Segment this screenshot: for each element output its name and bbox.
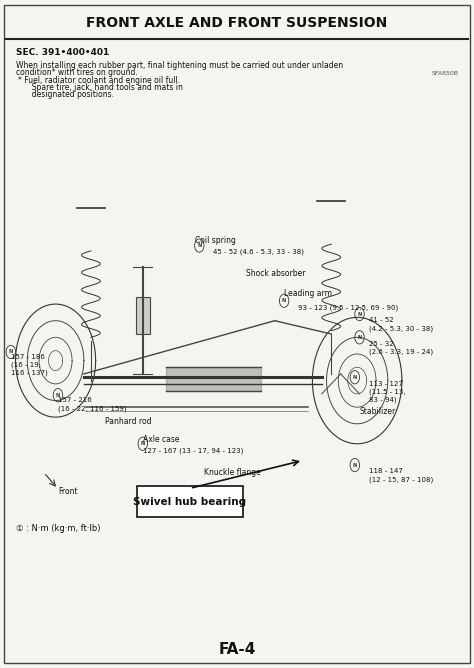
Text: N: N bbox=[357, 335, 362, 340]
Text: N: N bbox=[282, 298, 286, 303]
Text: condition* with tires on ground.: condition* with tires on ground. bbox=[16, 68, 137, 77]
Text: Swivel hub bearing: Swivel hub bearing bbox=[133, 496, 246, 506]
Text: ① : N·m (kg·m, ft·lb): ① : N·m (kg·m, ft·lb) bbox=[16, 524, 100, 532]
Text: (4.2 - 5.3, 30 - 38): (4.2 - 5.3, 30 - 38) bbox=[369, 325, 433, 332]
Text: FRONT AXLE AND FRONT SUSPENSION: FRONT AXLE AND FRONT SUSPENSION bbox=[86, 15, 388, 29]
Text: FA-4: FA-4 bbox=[219, 643, 255, 657]
Text: designated positions.: designated positions. bbox=[27, 90, 114, 99]
Text: Shock absorber: Shock absorber bbox=[246, 269, 306, 278]
Text: 157 - 186: 157 - 186 bbox=[11, 354, 45, 360]
Text: N: N bbox=[357, 311, 362, 317]
Text: Front: Front bbox=[58, 487, 78, 496]
Text: N: N bbox=[353, 375, 357, 379]
Text: (11.5 - 13,: (11.5 - 13, bbox=[369, 389, 406, 395]
FancyBboxPatch shape bbox=[136, 297, 150, 334]
Text: (16 - 22, 116 - 159): (16 - 22, 116 - 159) bbox=[58, 405, 127, 411]
Text: 118 - 147: 118 - 147 bbox=[369, 468, 403, 474]
Text: Coil spring: Coil spring bbox=[195, 236, 236, 244]
Text: 113 - 127: 113 - 127 bbox=[369, 381, 403, 387]
Text: 41 - 52: 41 - 52 bbox=[369, 317, 393, 323]
Text: * Fuel, radiator coolant and engine oil full.: * Fuel, radiator coolant and engine oil … bbox=[18, 76, 180, 85]
FancyBboxPatch shape bbox=[137, 486, 243, 517]
Text: 157 - 216: 157 - 216 bbox=[58, 397, 91, 403]
Text: Stabilizer: Stabilizer bbox=[359, 407, 396, 416]
Text: Axle case: Axle case bbox=[143, 435, 179, 444]
Text: Knuckle flange: Knuckle flange bbox=[204, 468, 261, 478]
Text: N: N bbox=[141, 442, 145, 446]
Text: N: N bbox=[9, 349, 13, 355]
Text: (12 - 15, 87 - 108): (12 - 15, 87 - 108) bbox=[369, 476, 433, 483]
Text: (16 - 19,: (16 - 19, bbox=[11, 362, 41, 369]
Text: 45 - 52 (4.6 - 5.3, 33 - 38): 45 - 52 (4.6 - 5.3, 33 - 38) bbox=[213, 249, 304, 255]
Text: 116 - 137): 116 - 137) bbox=[11, 370, 47, 377]
Text: 25 - 32: 25 - 32 bbox=[369, 341, 393, 347]
Text: 127 - 167 (13 - 17, 94 - 123): 127 - 167 (13 - 17, 94 - 123) bbox=[143, 447, 243, 454]
Text: When installing each rubber part, final tightening must be carried out under unl: When installing each rubber part, final … bbox=[16, 61, 343, 70]
Text: Leading arm: Leading arm bbox=[284, 289, 332, 298]
Text: SEC. 391•400•401: SEC. 391•400•401 bbox=[16, 48, 109, 57]
Text: N: N bbox=[197, 243, 201, 248]
Text: 93 - 123 (9.5 - 12.5, 69 - 90): 93 - 123 (9.5 - 12.5, 69 - 90) bbox=[298, 304, 399, 311]
Text: (2.6 - 3.3, 19 - 24): (2.6 - 3.3, 19 - 24) bbox=[369, 349, 433, 355]
Text: N: N bbox=[56, 393, 60, 397]
Text: N: N bbox=[353, 462, 357, 468]
Text: 83 - 94): 83 - 94) bbox=[369, 397, 397, 403]
Text: Panhard rod: Panhard rod bbox=[105, 417, 152, 426]
Text: SFA850B: SFA850B bbox=[431, 71, 458, 76]
Text: Spare tire, jack, hand tools and mats in: Spare tire, jack, hand tools and mats in bbox=[27, 84, 183, 92]
